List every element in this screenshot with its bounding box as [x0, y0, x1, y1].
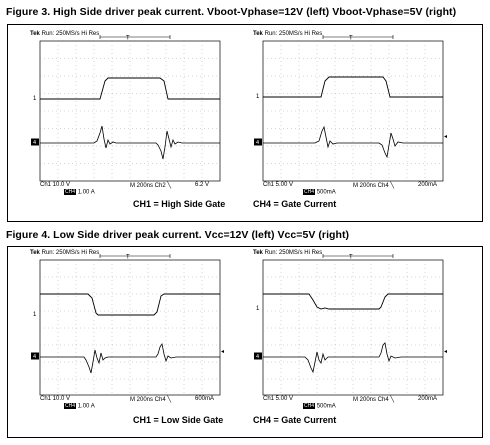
- ch4-ground-marker-box: [254, 138, 262, 146]
- ch1-ground-marker: 1: [256, 94, 260, 100]
- ch4-ground-marker: 4: [33, 354, 36, 360]
- figure-3-title: Figure 3. High Side driver peak current.…: [6, 6, 457, 18]
- scope-ch4-row: CH4 1.00 A: [64, 189, 95, 196]
- ch4-waveform: [40, 125, 220, 160]
- ch4-ground-marker: 4: [256, 354, 259, 360]
- trigger-marker: T: [349, 255, 353, 261]
- ch4-badge: CH4: [303, 189, 316, 195]
- scope-header: Tek Run: 250MS/s Hi Res: [30, 250, 99, 256]
- scope-header: Tek Run: 250MS/s Hi Res: [30, 31, 99, 37]
- caption-ch4: CH4 = Gate Current: [253, 199, 337, 209]
- scope-ch4-scale: 500mA: [316, 189, 336, 196]
- trigger-bracket: [322, 254, 394, 258]
- scope-trigger-level: 200mA: [418, 396, 438, 402]
- scope-ch4-scale: 1.00 A: [77, 189, 95, 196]
- scope-ch4-row: CH4 500mA: [303, 403, 336, 410]
- scope-trigger-level: 6.2 V: [195, 182, 210, 188]
- ch1-waveform: [40, 77, 220, 100]
- scope-brand: Tek: [30, 250, 40, 256]
- waveform-screen: T 1 4: [31, 35, 221, 182]
- scope-acq-mode: Run: 250MS/s Hi Res: [41, 250, 100, 256]
- scope-timebase: M 200ns Ch2 ╲: [130, 183, 171, 189]
- scope-header: Tek Run: 250MS/s Hi Res: [253, 250, 322, 256]
- waveform-screen: T 1 4 ◂: [31, 254, 224, 396]
- scope-ch4-row: CH4 1.00 A: [64, 403, 95, 410]
- graticule-grid: [40, 41, 220, 181]
- scope-trigger-level: 200mA: [418, 182, 438, 188]
- ch4-ground-marker-box: [254, 352, 262, 360]
- scope-timebase: M 200ns Ch4 ╲: [353, 183, 394, 189]
- figure-3-panel: Tek Run: 250MS/s Hi Res T: [7, 24, 483, 222]
- caption-ch1: CH1 = High Side Gate: [133, 199, 226, 209]
- trigger-bracket: [99, 35, 171, 39]
- scope-trigger-level: 600mA: [195, 396, 215, 402]
- trigger-level-arrow: ◂: [444, 133, 447, 140]
- trigger-marker: T: [126, 255, 130, 261]
- scope-timebase: M 200ns Ch4 ╲: [353, 397, 394, 403]
- figure-4-title: Figure 4. Low Side driver peak current. …: [6, 229, 350, 241]
- scope-brand: Tek: [253, 250, 263, 256]
- ch4-waveform: [263, 125, 443, 159]
- scope-high-side-5v: Tek Run: 250MS/s Hi Res T: [253, 31, 458, 196]
- scope-acq-mode: Run: 250MS/s Hi Res: [264, 31, 323, 37]
- trigger-bracket: [99, 254, 171, 258]
- ch1-ground-marker: 1: [33, 96, 37, 102]
- scope-brand: Tek: [30, 31, 40, 37]
- scope-ch1-scale: Ch1 5.00 V: [263, 396, 294, 402]
- scope-header: Tek Run: 250MS/s Hi Res: [253, 31, 322, 37]
- graticule-grid: [263, 41, 443, 181]
- trigger-level-arrow: ◂: [444, 348, 447, 355]
- ch1-ground-marker: 1: [33, 312, 37, 318]
- scope-ch4-scale: 1.00 A: [77, 403, 95, 410]
- scope-ch1-scale: Ch1 10.0 V: [40, 396, 71, 402]
- trigger-bracket: [322, 35, 394, 39]
- ch4-badge: CH4: [64, 189, 77, 195]
- graticule-grid: [263, 260, 443, 395]
- trigger-marker: T: [349, 36, 353, 42]
- ch4-badge: CH4: [303, 403, 316, 409]
- ch1-waveform: [40, 293, 220, 316]
- trigger-level-arrow: ◂: [221, 348, 224, 355]
- scope-acq-mode: Run: 250MS/s Hi Res: [41, 31, 100, 37]
- scope-ch4-scale: 500mA: [316, 403, 336, 410]
- waveform-screen: T 1 4 ◂: [254, 254, 447, 396]
- scope-ch1-scale: Ch1 5.00 V: [263, 182, 294, 188]
- graticule-grid: [40, 260, 220, 395]
- trigger-marker: T: [126, 36, 130, 42]
- ch4-waveform: [40, 342, 220, 374]
- waveform-screen: T 1 4 ◂: [254, 35, 447, 182]
- scope-brand: Tek: [253, 31, 263, 37]
- ch4-ground-marker: 4: [256, 140, 259, 146]
- ch4-waveform: [263, 342, 443, 374]
- caption-ch1: CH1 = Low Side Gate: [133, 415, 224, 425]
- scope-acq-mode: Run: 250MS/s Hi Res: [264, 250, 323, 256]
- scope-ch1-scale: Ch1 10.0 V: [40, 182, 71, 188]
- scope-high-side-12v: Tek Run: 250MS/s Hi Res T: [30, 31, 235, 196]
- scope-timebase: M 200ns Ch4 ╲: [130, 397, 171, 403]
- ch4-ground-marker: 4: [33, 140, 36, 146]
- scope-ch4-row: CH4 500mA: [303, 189, 336, 196]
- scope-low-side-5v: Tek Run: 250MS/s Hi Res T: [253, 250, 458, 410]
- ch1-waveform: [263, 76, 443, 98]
- ch1-ground-marker: 1: [256, 306, 260, 312]
- ch4-ground-marker-box: [31, 138, 39, 146]
- figure-4-panel: Tek Run: 250MS/s Hi Res T: [7, 246, 483, 438]
- caption-ch4: CH4 = Gate Current: [253, 415, 337, 425]
- ch4-ground-marker-box: [31, 352, 39, 360]
- scope-low-side-12v: Tek Run: 250MS/s Hi Res T: [30, 250, 235, 410]
- ch4-badge: CH4: [64, 403, 77, 409]
- ch1-waveform: [263, 293, 443, 310]
